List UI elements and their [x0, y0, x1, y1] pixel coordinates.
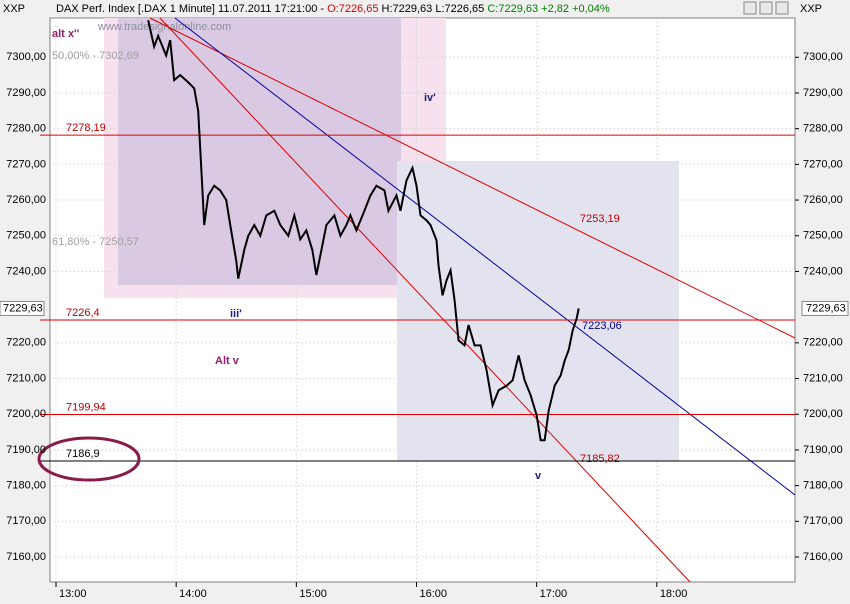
price-box: [0, 300, 45, 316]
x-tick-label: 16:00: [419, 588, 447, 600]
y-tick-label: 7290,00: [6, 87, 46, 99]
trend-line: [149, 17, 796, 339]
y-tick-label: 7300,00: [803, 51, 843, 63]
price-box: [801, 300, 849, 316]
price-line: [147, 19, 580, 442]
x-tick-label: 15:00: [299, 588, 327, 600]
wave-label: v: [535, 470, 542, 482]
last-price: 7229,63: [3, 302, 43, 314]
level-label: 7226,4: [66, 307, 100, 319]
wave-label: iv': [424, 92, 436, 104]
wave-label: iii': [230, 308, 242, 320]
fib-label: 61,80% - 7250,57: [52, 236, 139, 248]
window-button[interactable]: [775, 1, 789, 15]
y-tick-label: 7160,00: [6, 551, 46, 563]
y-tick-label: 7210,00: [6, 372, 46, 384]
zone-box: [118, 18, 401, 285]
y-tick-label: 7270,00: [803, 158, 843, 170]
y-tick-label: 7210,00: [803, 372, 843, 384]
last-price: 7229,63: [806, 302, 846, 314]
zone-box: [397, 161, 679, 461]
y-tick-label: 7240,00: [803, 265, 843, 277]
y-tick-label: 7180,00: [6, 480, 46, 492]
y-tick-label: 7260,00: [6, 194, 46, 206]
symbol: XXP: [800, 3, 822, 15]
y-tick-label: 7200,00: [6, 408, 46, 420]
trend-label: 7253,19: [580, 213, 620, 225]
level-label: 7186,9: [66, 448, 100, 460]
title: DAX Perf. Index [.DAX 1 Minute] 11.07.20…: [56, 3, 324, 15]
chart-title: DAX Perf. Index [.DAX 1 Minute] 11.07.20…: [56, 3, 610, 15]
wave-label: alt x'': [52, 28, 80, 40]
y-tick-label: 7270,00: [6, 158, 46, 170]
open: O:7226,65: [327, 3, 378, 15]
symbol: XXP: [3, 3, 25, 15]
close: C:7229,63 +2,82 +0,04%: [487, 3, 610, 15]
window-button[interactable]: [759, 1, 773, 15]
watermark: www.tradesignalonline.com: [97, 21, 231, 33]
trend-line: [159, 17, 691, 583]
plot: www.tradesignalonline.com 50,00% - 7302,…: [40, 17, 796, 583]
fib-label: 50,00% - 7302,69: [52, 50, 139, 62]
x-tick-label: 18:00: [660, 588, 688, 600]
y-tick-label: 7170,00: [803, 515, 843, 527]
y-tick-label: 7280,00: [803, 123, 843, 135]
y-tick-label: 7290,00: [803, 87, 843, 99]
trend-label: 7185,82: [580, 453, 620, 465]
y-tick-label: 7250,00: [803, 230, 843, 242]
y-tick-label: 7250,00: [6, 230, 46, 242]
x-tick-label: 14:00: [179, 588, 207, 600]
y-tick-label: 7260,00: [803, 194, 843, 206]
y-tick-label: 7300,00: [6, 51, 46, 63]
x-tick-label: 13:00: [59, 588, 87, 600]
level-label: 7199,94: [66, 401, 106, 413]
y-tick-label: 7220,00: [6, 337, 46, 349]
y-tick-label: 7200,00: [803, 408, 843, 420]
y-tick-label: 7170,00: [6, 515, 46, 527]
y-tick-label: 7240,00: [6, 265, 46, 277]
trend-line: [174, 17, 796, 496]
y-tick-label: 7160,00: [803, 551, 843, 563]
high-low: H:7229,63 L:7226,65: [382, 3, 485, 15]
y-tick-label: 7280,00: [6, 123, 46, 135]
window-button[interactable]: [743, 1, 757, 15]
x-tick-label: 17:00: [540, 588, 568, 600]
y-tick-label: 7190,00: [803, 444, 843, 456]
wave-label: Alt v: [215, 355, 240, 367]
y-tick-label: 7180,00: [803, 480, 843, 492]
y-tick-label: 7220,00: [803, 337, 843, 349]
level-label: 7278,19: [66, 122, 106, 134]
trend-label: 7223,06: [582, 320, 622, 332]
y-tick-label: 7190,00: [6, 444, 46, 456]
highlight-circle: [37, 436, 141, 482]
